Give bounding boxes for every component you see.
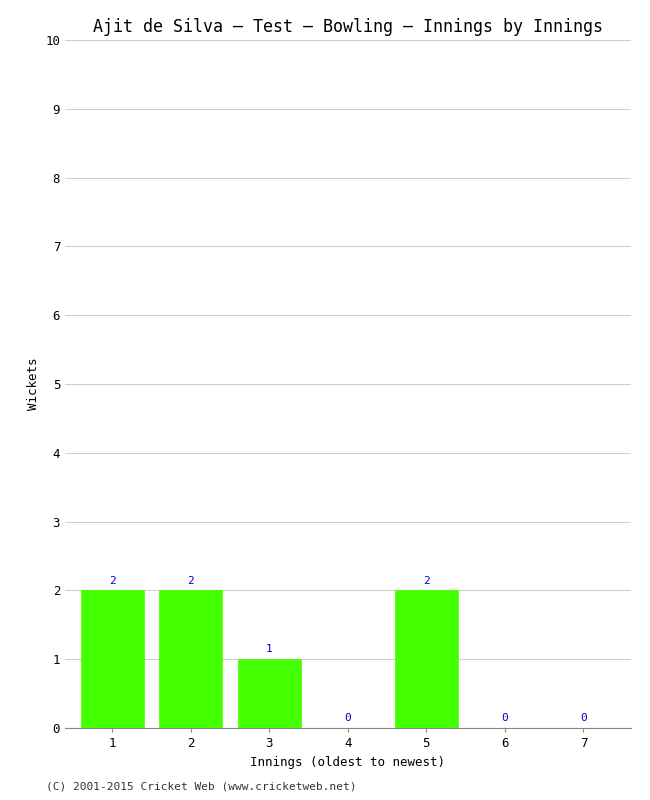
Text: 2: 2 <box>109 575 116 586</box>
Y-axis label: Wickets: Wickets <box>27 358 40 410</box>
Text: 2: 2 <box>423 575 430 586</box>
Text: 0: 0 <box>580 713 587 723</box>
Text: 2: 2 <box>187 575 194 586</box>
Bar <box>81 590 144 728</box>
Text: 1: 1 <box>266 644 272 654</box>
Text: 0: 0 <box>501 713 508 723</box>
X-axis label: Innings (oldest to newest): Innings (oldest to newest) <box>250 755 445 769</box>
Bar <box>395 590 458 728</box>
Bar <box>159 590 222 728</box>
Text: (C) 2001-2015 Cricket Web (www.cricketweb.net): (C) 2001-2015 Cricket Web (www.cricketwe… <box>46 782 356 792</box>
Text: 0: 0 <box>344 713 351 723</box>
Bar <box>238 659 301 728</box>
Title: Ajit de Silva – Test – Bowling – Innings by Innings: Ajit de Silva – Test – Bowling – Innings… <box>93 18 603 36</box>
